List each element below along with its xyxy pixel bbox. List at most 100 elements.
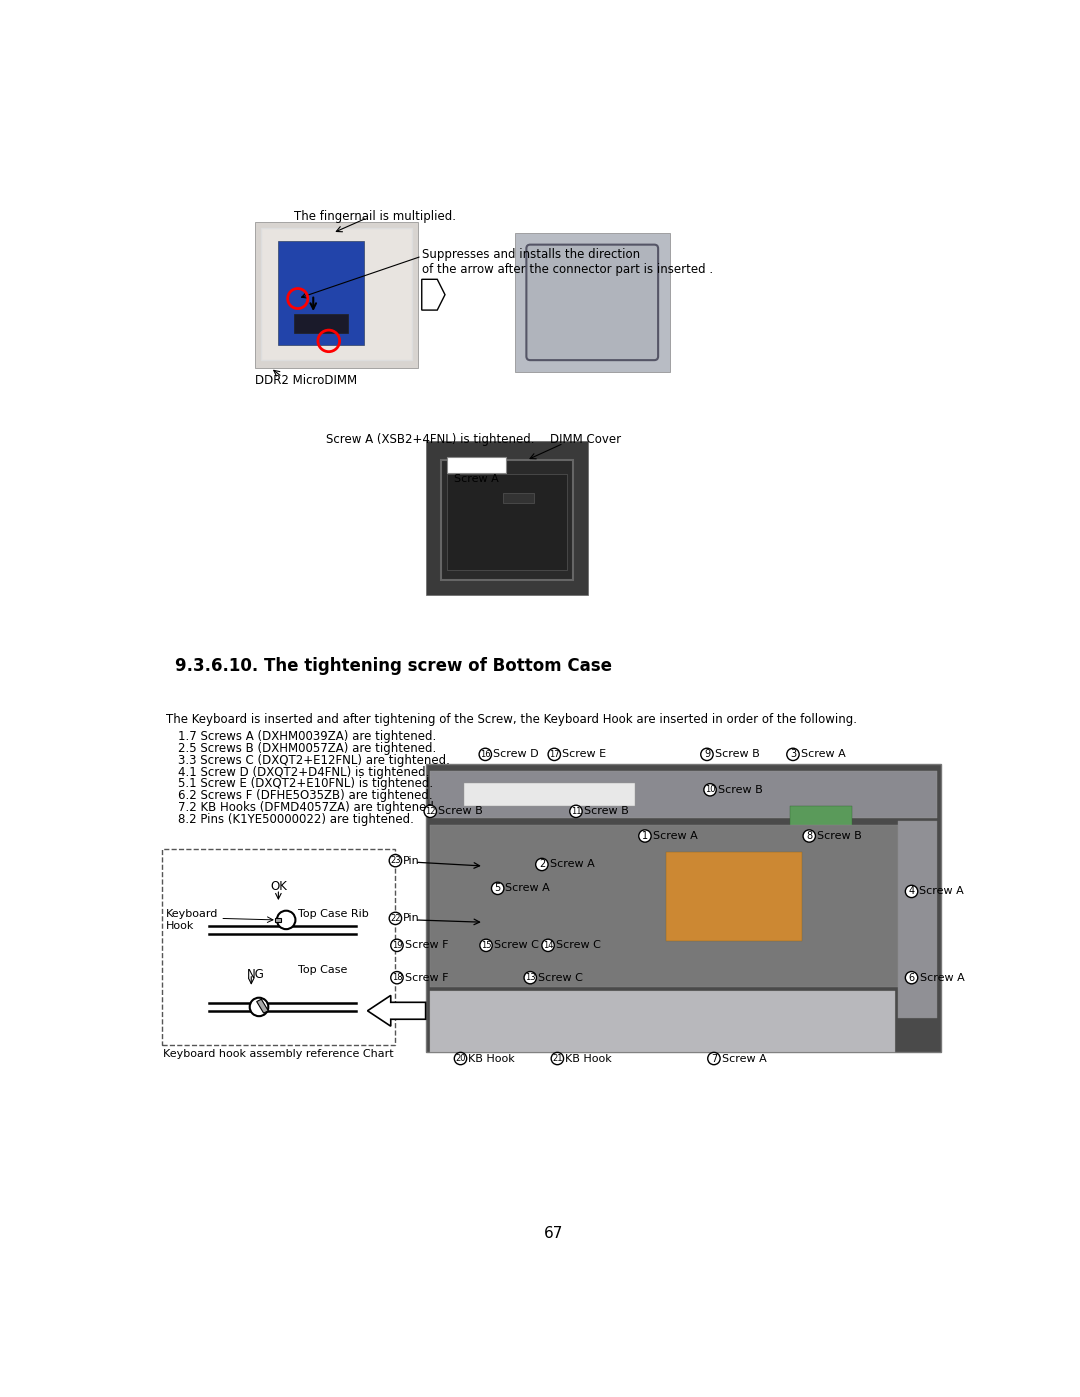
Text: DIMM Cover: DIMM Cover (550, 433, 621, 446)
FancyBboxPatch shape (503, 493, 535, 503)
Circle shape (389, 855, 402, 866)
Circle shape (389, 912, 402, 925)
Text: 11: 11 (570, 807, 581, 816)
Text: Screw C: Screw C (556, 940, 600, 950)
Circle shape (551, 1052, 564, 1065)
Text: DDR2 MicroDIMM: DDR2 MicroDIMM (255, 374, 357, 387)
Text: The fingernail is multiplied.: The fingernail is multiplied. (294, 210, 456, 224)
Text: Screw B: Screw B (715, 749, 759, 760)
FancyBboxPatch shape (274, 918, 281, 922)
Text: 19: 19 (392, 940, 402, 950)
Text: 1: 1 (642, 831, 648, 841)
Text: Top Case Rib: Top Case Rib (298, 909, 368, 919)
Circle shape (391, 939, 403, 951)
Circle shape (701, 749, 713, 760)
Circle shape (424, 805, 436, 817)
Text: 22: 22 (390, 914, 401, 923)
Text: 2.5 Screws B (DXHM0057ZA) are tightened.: 2.5 Screws B (DXHM0057ZA) are tightened. (177, 742, 436, 754)
Text: 17: 17 (549, 750, 559, 759)
Text: Screw A: Screw A (800, 749, 846, 760)
Circle shape (536, 858, 548, 870)
Circle shape (638, 830, 651, 842)
Circle shape (524, 971, 537, 983)
Text: Screw A: Screw A (505, 883, 550, 893)
Text: 18: 18 (392, 974, 402, 982)
FancyBboxPatch shape (789, 806, 852, 837)
Text: KB Hook: KB Hook (469, 1053, 515, 1063)
Text: 9.3.6.10. The tightening screw of Bottom Case: 9.3.6.10. The tightening screw of Bottom… (175, 657, 612, 675)
Text: 14: 14 (543, 940, 553, 950)
FancyBboxPatch shape (464, 782, 635, 806)
Text: 21: 21 (552, 1053, 563, 1063)
FancyBboxPatch shape (426, 764, 941, 1052)
FancyBboxPatch shape (426, 441, 589, 595)
Text: KB Hook: KB Hook (565, 1053, 612, 1063)
Text: Suppresses and installs the direction
of the arrow after the connector part is i: Suppresses and installs the direction of… (422, 249, 713, 277)
Text: 6: 6 (908, 972, 915, 982)
Text: 67: 67 (544, 1227, 563, 1242)
FancyBboxPatch shape (515, 233, 670, 372)
Circle shape (391, 971, 403, 983)
Text: The Keyboard is inserted and after tightening of the Screw, the Keyboard Hook ar: The Keyboard is inserted and after tight… (166, 712, 858, 726)
Text: Screw B: Screw B (438, 806, 483, 816)
Text: Top Case: Top Case (298, 964, 347, 975)
Text: Keyboard
Hook: Keyboard Hook (166, 909, 218, 930)
Text: Screw F: Screw F (405, 972, 448, 982)
Text: 8: 8 (806, 831, 812, 841)
FancyBboxPatch shape (441, 460, 572, 580)
Text: Screw A: Screw A (919, 887, 964, 897)
FancyBboxPatch shape (447, 474, 567, 570)
Text: 9: 9 (704, 749, 710, 760)
Circle shape (804, 830, 815, 842)
Polygon shape (422, 279, 445, 310)
Circle shape (786, 749, 799, 760)
Text: 15: 15 (481, 940, 491, 950)
FancyBboxPatch shape (430, 771, 937, 817)
Text: Screw C: Screw C (494, 940, 539, 950)
Text: 5.1 Screw E (DXQT2+E10FNL) is tightened.: 5.1 Screw E (DXQT2+E10FNL) is tightened. (177, 778, 433, 791)
Text: Screw C: Screw C (538, 972, 583, 982)
FancyBboxPatch shape (162, 849, 394, 1045)
Text: 20: 20 (456, 1053, 465, 1063)
Text: Screw B: Screw B (583, 806, 629, 816)
Circle shape (905, 886, 918, 898)
FancyBboxPatch shape (279, 240, 364, 345)
FancyBboxPatch shape (666, 852, 801, 940)
Circle shape (542, 939, 554, 951)
Text: 13: 13 (525, 974, 536, 982)
FancyBboxPatch shape (294, 314, 348, 334)
Text: 1.7 Screws A (DXHM0039ZA) are tightened.: 1.7 Screws A (DXHM0039ZA) are tightened. (177, 729, 436, 743)
FancyBboxPatch shape (430, 826, 899, 986)
FancyBboxPatch shape (446, 457, 507, 472)
Text: 3: 3 (789, 749, 796, 760)
Text: 12: 12 (426, 807, 435, 816)
Circle shape (570, 805, 582, 817)
Text: Screw F: Screw F (405, 940, 448, 950)
Text: 16: 16 (480, 750, 490, 759)
Text: Screw A: Screw A (721, 1053, 767, 1063)
Circle shape (548, 749, 561, 760)
Text: Screw A: Screw A (550, 859, 594, 869)
FancyBboxPatch shape (255, 222, 418, 367)
Circle shape (249, 997, 268, 1016)
Text: Screw B: Screw B (816, 831, 862, 841)
Text: Screw E: Screw E (562, 749, 606, 760)
Text: 4.1 Screw D (DXQT2+D4FNL) is tightened.: 4.1 Screw D (DXQT2+D4FNL) is tightened. (177, 766, 429, 778)
Text: Screw D: Screw D (494, 749, 539, 760)
Circle shape (491, 882, 504, 894)
Text: NG: NG (247, 968, 266, 982)
Text: Pin: Pin (403, 914, 420, 923)
Text: Screw B: Screw B (718, 785, 762, 795)
Text: 7: 7 (711, 1053, 717, 1063)
Text: OK: OK (270, 880, 287, 893)
Circle shape (905, 971, 918, 983)
Text: 23: 23 (390, 856, 401, 865)
Circle shape (704, 784, 716, 796)
Text: 7.2 KB Hooks (DFMD4057ZA) are tightened.: 7.2 KB Hooks (DFMD4057ZA) are tightened. (177, 802, 437, 814)
FancyBboxPatch shape (526, 244, 658, 360)
FancyBboxPatch shape (430, 990, 894, 1052)
Text: 3.3 Screws C (DXQT2+E12FNL) are tightened.: 3.3 Screws C (DXQT2+E12FNL) are tightene… (177, 753, 449, 767)
Text: Screw A: Screw A (454, 474, 498, 483)
FancyBboxPatch shape (261, 228, 411, 360)
Text: Screw A: Screw A (920, 972, 964, 982)
